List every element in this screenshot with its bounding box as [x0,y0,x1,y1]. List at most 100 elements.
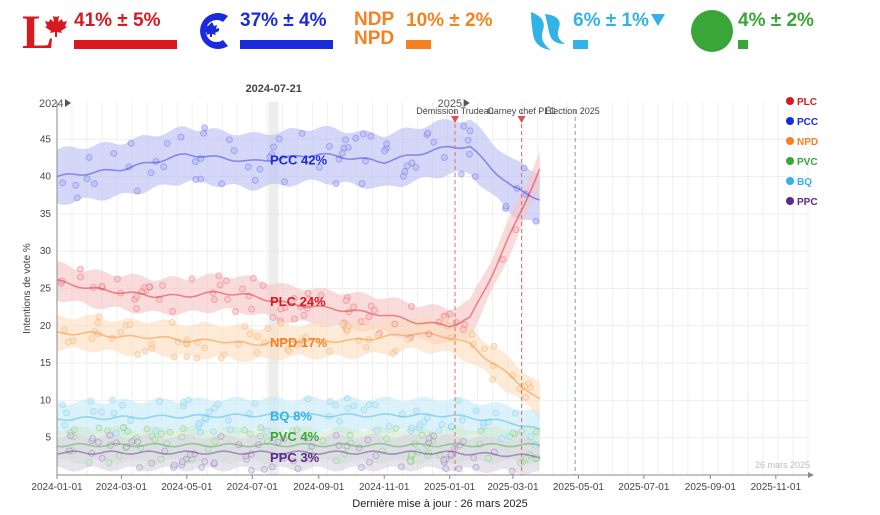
poll-point-pvc [143,425,151,433]
poll-point-pcc [408,159,416,167]
poll-point-npd [217,354,225,362]
poll-point-pvc [204,445,212,453]
poll-point-bq [152,427,160,435]
poll-point-ppc [161,447,169,455]
legend-item-plc[interactable]: PLC [786,97,817,108]
event-label: Élection 2025 [545,106,600,116]
poll-point-pcc [430,138,438,146]
poll-point-npd [338,320,346,328]
poll-point-bq [336,417,344,425]
poll-point-ppc [128,438,136,446]
poll-point-bq [251,399,259,407]
poll-point-pcc [127,139,135,147]
poll-point-plc [216,281,224,289]
poll-point-bq [360,406,368,414]
play-icon [65,99,71,107]
poll-point-npd [193,354,201,362]
poll-point-pvc [522,454,530,462]
series-label-pcc: PCC 42% [270,152,328,167]
poll-point-plc [245,292,253,300]
poll-point-plc [249,274,257,282]
poll-point-npd [404,336,412,344]
legend-dot-icon [786,157,794,165]
poll-point-npd [469,340,477,348]
trend-line-ppc [56,450,540,459]
poll-point-npd [374,331,382,339]
poll-point-bq [211,404,219,412]
poll-point-pvc [346,431,354,439]
x-tick-label: 2024-01-01 [31,482,83,493]
poll-point-npd [253,349,261,357]
poll-point-pvc [95,424,103,432]
poll-point-bq [89,407,97,415]
poll-point-pvc [157,430,165,438]
legend-item-bq[interactable]: BQ [786,177,812,188]
x-tick-label: 2024-03-01 [96,482,148,493]
poll-point-npd [444,322,452,330]
poll-point-ppc [123,443,131,451]
poll-point-pvc [378,447,386,455]
legend-item-ppc[interactable]: PPC [786,197,818,208]
bq-bar [573,40,588,49]
legend-item-pvc[interactable]: PVC [786,157,818,168]
poll-point-pcc [256,165,264,173]
poll-point-pcc [73,194,81,202]
poll-point-pvc [288,427,296,435]
poll-point-bq [365,401,373,409]
poll-point-plc [58,277,66,285]
poll-point-bq [214,400,222,408]
npd-percentage: 10% ± 2% [406,10,493,31]
poll-point-npd [362,317,370,325]
x-tick-label: 2025-11-01 [751,482,802,493]
poll-point-plc [132,304,140,312]
poll-point-bq [97,408,105,416]
legend-label: PLC [797,97,817,108]
poll-point-npd [468,330,476,338]
poll-point-pcc [502,202,510,210]
poll-point-ppc [490,448,498,456]
poll-point-ppc [89,434,97,442]
x-tick-label: 2025-01-01 [424,482,476,493]
poll-point-pcc [225,136,233,144]
poll-point-bq [412,407,420,415]
chart-legend[interactable]: PLC PCC NPD PVC BQ PPC [786,97,818,208]
poll-point-pcc [440,153,448,161]
poll-point-npd [489,375,497,383]
liberal-logo-icon: L [22,8,67,52]
poll-point-npd [64,338,72,346]
poll-point-plc [113,275,121,283]
poll-point-pvc [414,448,422,456]
y-tick-label: 45 [40,134,52,145]
poll-point-npd [298,336,306,344]
poll-point-pcc [192,175,200,183]
poll-point-bq [61,421,69,429]
poll-point-ppc [456,441,464,449]
poll-point-pvc [246,430,254,438]
poll-point-pvc [392,424,400,432]
poll-point-plc [89,283,97,291]
poll-point-pcc [358,180,366,188]
poll-point-pcc [332,180,340,188]
poll-point-npd [94,330,102,338]
legend-label: BQ [797,177,812,188]
poll-point-bq [110,409,118,417]
legend-item-npd[interactable]: NPD [786,137,818,148]
poll-point-npd [480,345,488,353]
poll-point-npd [522,393,530,401]
y-tick-label: 40 [40,172,52,183]
poll-point-ppc [148,459,156,467]
legend-item-pcc[interactable]: PCC [786,117,818,128]
band-pcc [57,118,540,225]
poll-point-plc [159,282,167,290]
poll-point-npd [108,334,116,342]
poll-point-npd [168,318,176,326]
event-label: Carney chef PLC [487,106,556,116]
poll-point-bq [224,416,232,424]
poll-point-ppc [107,441,115,449]
poll-point-npd [183,339,191,347]
poll-point-npd [509,371,517,379]
poll-point-plc [155,295,163,303]
poll-point-pcc [381,147,389,155]
